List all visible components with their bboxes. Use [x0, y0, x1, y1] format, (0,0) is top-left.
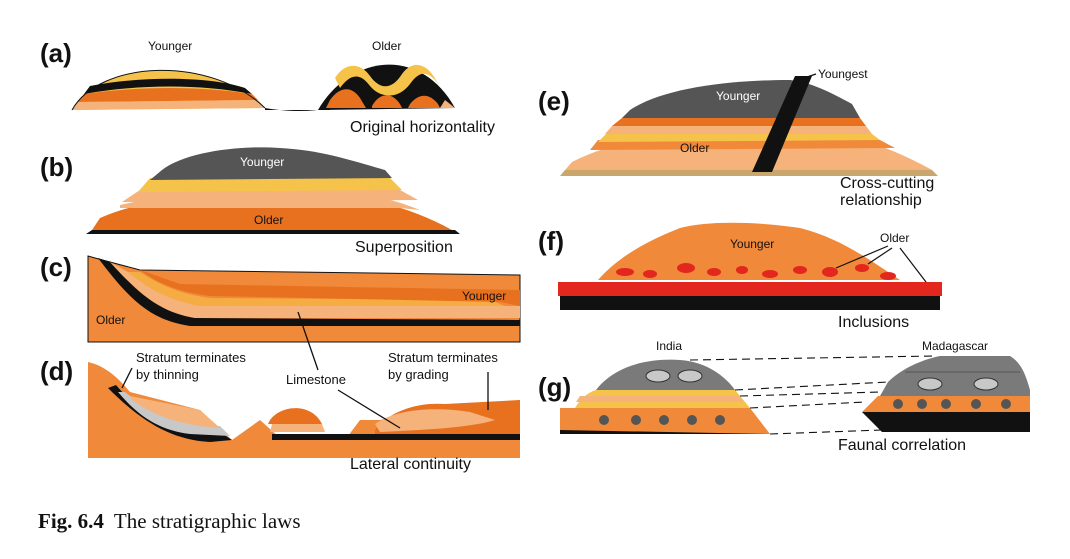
panel-a: (a) Younger Older Original horizontality [40, 38, 495, 136]
panel-d-letter: (d) [40, 356, 73, 386]
panel-a-caption: Original horizontality [350, 119, 495, 136]
panel-e-younger-label: Younger [716, 89, 760, 103]
panel-b-younger-label: Younger [240, 155, 284, 169]
panel-b: (b) Younger Older Superposition [40, 147, 460, 256]
panel-d-pointers [121, 311, 489, 429]
panel-c-older-label: Older [96, 313, 125, 327]
panel-e: (e) Younger Older Youngest Cross-cutting… [538, 67, 938, 209]
panel-f-caption: Inclusions [838, 314, 909, 331]
panel-g-madagascar-fossils [893, 377, 1011, 409]
panel-g: (g) [538, 339, 1030, 454]
panel-d-right-note-line1: Stratum terminates [388, 350, 498, 365]
panel-a-older-label: Older [372, 39, 401, 53]
panel-d-left-note-line1: Stratum terminates [136, 350, 246, 365]
panel-d-caption: Lateral continuity [350, 456, 471, 473]
panel-f-younger-label: Younger [730, 237, 774, 251]
panel-d-limestone-label: Limestone [286, 372, 346, 387]
panel-d: (d) Stratum terminates by thinning Limes… [40, 311, 520, 473]
panel-f-pointers [835, 245, 927, 283]
panel-c-letter: (c) [40, 252, 72, 282]
panel-e-caption-line1: Cross-cutting [840, 175, 934, 192]
panel-e-caption-line2: relationship [840, 192, 922, 209]
panel-e-older-label: Older [680, 141, 709, 155]
panel-f-inclusions [616, 263, 896, 280]
panel-g-caption: Faunal correlation [838, 437, 966, 454]
figure-number: Fig. 6.4 [38, 509, 104, 533]
panel-f-letter: (f) [538, 226, 564, 256]
figure-caption-text: The stratigraphic laws [113, 509, 301, 533]
panel-g-correlation-lines [689, 355, 936, 435]
panel-d-right-note-line2: by grading [388, 367, 449, 382]
panel-c: (c) Younger Older [40, 252, 521, 343]
figure-caption: Fig. 6.4 The stratigraphic laws [38, 509, 301, 534]
panel-f: (f) Younger Older Inclusions [538, 222, 942, 331]
panel-g-madagascar-label: Madagascar [922, 339, 988, 353]
panel-e-youngest-label: Youngest [818, 67, 868, 81]
panel-a-older-hill [318, 64, 455, 110]
panel-g-india-label: India [656, 339, 682, 353]
panel-f-older-label: Older [880, 231, 909, 245]
panel-a-letter: (a) [40, 38, 72, 68]
panel-b-caption: Superposition [355, 239, 453, 256]
panel-g-india-fossils [599, 369, 725, 425]
panel-d-left-note-line2: by thinning [136, 367, 199, 382]
panel-a-younger-label: Younger [148, 39, 192, 53]
panel-b-letter: (b) [40, 152, 73, 182]
panel-e-letter: (e) [538, 86, 570, 116]
panel-b-older-label: Older [254, 213, 283, 227]
panel-g-letter: (g) [538, 372, 571, 402]
panel-a-younger-hill [71, 69, 266, 111]
panel-c-younger-label: Younger [462, 289, 506, 303]
